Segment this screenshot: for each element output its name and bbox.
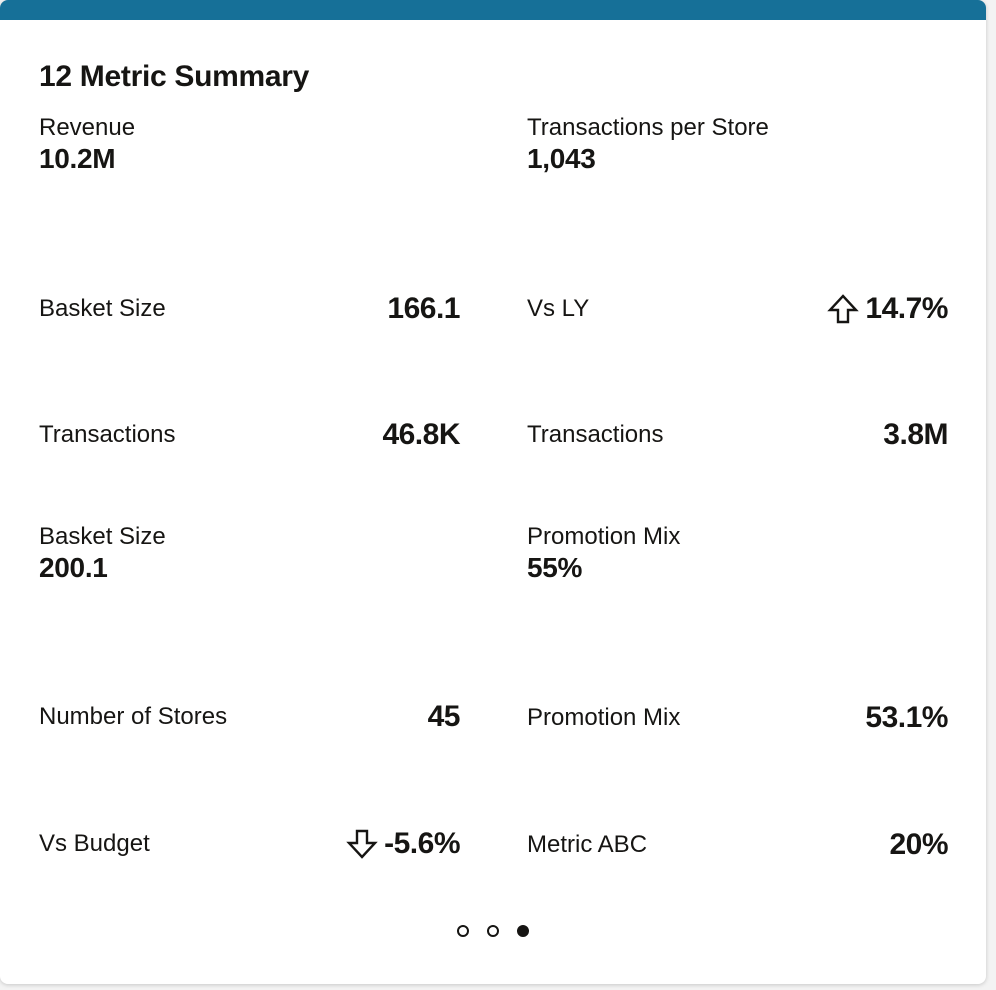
metric-value: 45 xyxy=(427,700,461,733)
metric-value: 200.1 xyxy=(39,552,108,583)
metric-label: Transactions xyxy=(39,421,176,448)
metric-label: Revenue xyxy=(39,114,136,141)
metric-value: 53.1% xyxy=(865,701,948,734)
card-title: 12 Metric Summary xyxy=(39,60,310,93)
metric-basket-size-stacked: Basket Size 200.1 xyxy=(39,522,166,584)
metric-value: 1,043 xyxy=(527,143,596,174)
page-dot-2[interactable] xyxy=(487,925,499,937)
arrow-down-icon xyxy=(346,829,378,859)
metric-label: Promotion Mix xyxy=(527,704,681,731)
metric-label: Basket Size xyxy=(39,295,166,322)
metric-value: -5.6% xyxy=(384,827,460,860)
page-dot-3[interactable] xyxy=(517,925,529,937)
metric-basket-size: Basket Size 166.1 xyxy=(39,289,460,329)
metric-transactions-per-store: Transactions per Store 1,043 xyxy=(527,113,769,175)
metric-label: Transactions per Store xyxy=(527,114,769,141)
metric-label: Metric ABC xyxy=(527,831,648,858)
metric-promotion-mix: Promotion Mix 53.1% xyxy=(527,698,948,738)
metric-transactions-total: Transactions 3.8M xyxy=(527,415,948,455)
metric-promotion-mix-stacked: Promotion Mix 55% xyxy=(527,522,680,584)
metric-label: Transactions xyxy=(527,421,664,448)
arrow-up-icon xyxy=(827,294,860,324)
metric-value: 55% xyxy=(527,552,583,583)
metric-label: Basket Size xyxy=(39,523,166,550)
metric-value: 20% xyxy=(889,828,948,861)
metric-value: 14.7% xyxy=(865,292,948,325)
metric-label: Vs LY xyxy=(527,295,590,322)
card-accent-bar xyxy=(0,0,986,20)
metric-label: Number of Stores xyxy=(39,703,228,730)
metric-value: 46.8K xyxy=(382,418,460,451)
metric-value: 166.1 xyxy=(387,292,460,325)
metric-value-with-trend: -5.6% xyxy=(346,827,460,861)
metric-number-of-stores: Number of Stores 45 xyxy=(39,697,461,737)
metric-value: 10.2M xyxy=(39,143,116,174)
metric-vs-ly: Vs LY 14.7% xyxy=(527,289,948,329)
metric-label: Vs Budget xyxy=(39,830,150,857)
metric-label: Promotion Mix xyxy=(527,523,681,550)
metric-vs-budget: Vs Budget -5.6% xyxy=(39,824,460,864)
metric-transactions: Transactions 46.8K xyxy=(39,415,460,455)
metric-value: 3.8M xyxy=(883,418,948,451)
metric-abc: Metric ABC 20% xyxy=(527,825,948,865)
page-dot-1[interactable] xyxy=(457,925,469,937)
pagination-dots xyxy=(0,925,986,937)
metric-revenue: Revenue 10.2M xyxy=(39,113,135,175)
metric-value-with-trend: 14.7% xyxy=(827,292,948,326)
